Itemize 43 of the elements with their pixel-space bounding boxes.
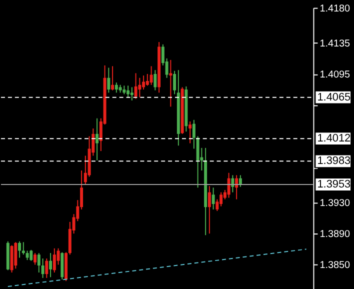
candlestick bbox=[52, 248, 56, 273]
candlestick bbox=[37, 252, 40, 273]
ref-line-label: 1.3983 bbox=[317, 155, 351, 168]
candlestick bbox=[150, 66, 153, 86]
candlestick bbox=[134, 72, 138, 100]
candlestick bbox=[212, 187, 215, 210]
candlestick bbox=[107, 67, 110, 94]
candlestick bbox=[196, 136, 200, 188]
candlestick bbox=[208, 186, 211, 234]
candlestick bbox=[130, 86, 134, 101]
candlestick bbox=[216, 198, 219, 212]
candlestick bbox=[45, 258, 48, 278]
ref-line-label: 1.4065 bbox=[317, 91, 351, 104]
candlestick bbox=[41, 258, 44, 278]
candlestick bbox=[142, 75, 146, 90]
candlestick bbox=[220, 192, 223, 207]
candlestick bbox=[146, 73, 149, 86]
candlestick bbox=[188, 120, 192, 144]
y-tick-label: 1.4095 bbox=[320, 69, 351, 80]
candlestick bbox=[18, 240, 22, 258]
candlestick bbox=[138, 77, 142, 98]
candlestick bbox=[154, 70, 157, 91]
candlestick bbox=[227, 172, 230, 198]
candlestick bbox=[14, 242, 18, 270]
candlestick bbox=[30, 249, 33, 262]
candlestick bbox=[34, 252, 37, 266]
candlestick bbox=[126, 85, 130, 98]
ref-line-label: 1.4012 bbox=[317, 132, 351, 145]
candlestick bbox=[192, 119, 196, 150]
candlestick bbox=[114, 82, 118, 94]
candlestick bbox=[111, 66, 114, 91]
y-tick-label: 1.3890 bbox=[320, 229, 351, 240]
y-tick-label: 1.4180 bbox=[320, 3, 351, 14]
candlestick bbox=[96, 118, 99, 161]
candlestick bbox=[26, 250, 29, 261]
candlestick bbox=[22, 242, 25, 256]
candlestick bbox=[49, 252, 52, 278]
ref-line-label: 1.3953 bbox=[317, 178, 351, 191]
candlestick bbox=[173, 70, 176, 95]
y-tick-label: 1.4135 bbox=[320, 38, 351, 50]
y-tick-label: 1.3850 bbox=[320, 260, 351, 272]
y-tick-label: 1.3930 bbox=[320, 198, 351, 209]
candlestick bbox=[169, 59, 172, 108]
